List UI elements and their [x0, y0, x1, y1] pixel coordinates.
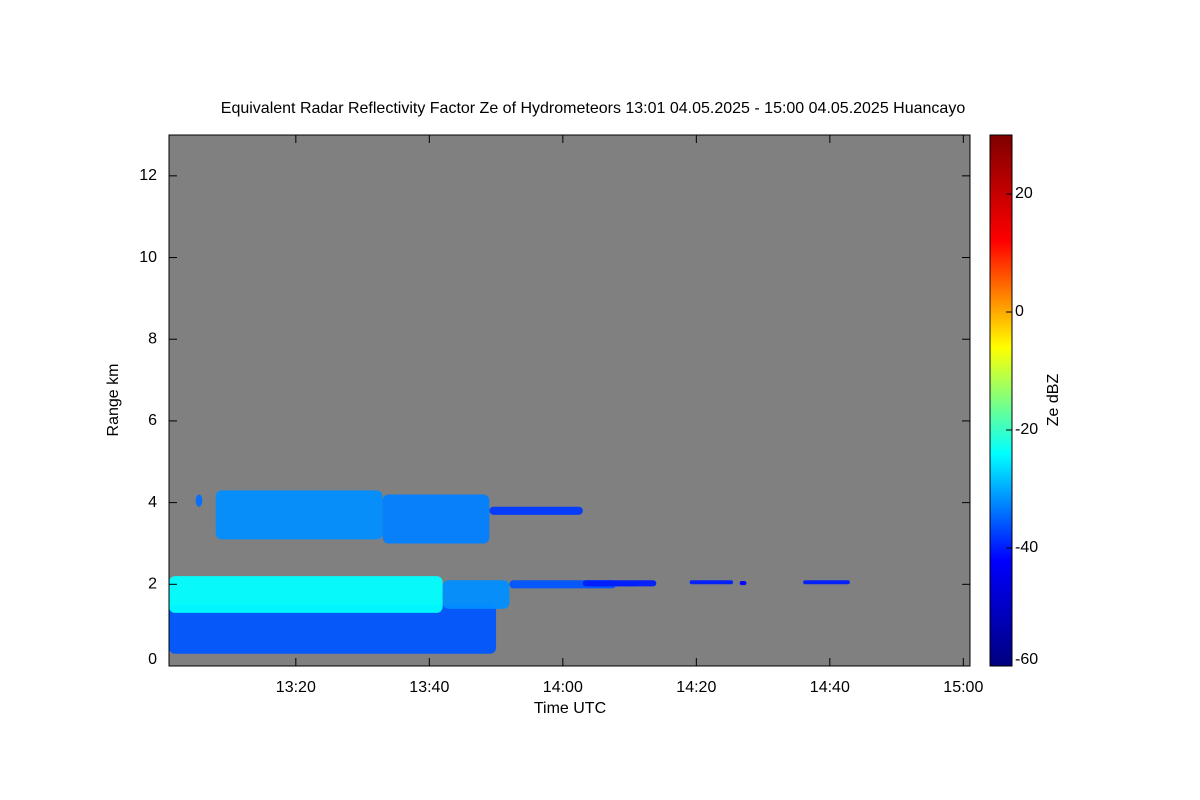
- colorbar: [989, 134, 1013, 667]
- y-tick-label: 2: [148, 576, 157, 593]
- echo: [803, 580, 850, 585]
- x-tick-label: 13:40: [409, 679, 449, 696]
- echo: [169, 576, 443, 613]
- y-tick-label: 12: [139, 167, 157, 184]
- echo: [739, 581, 747, 586]
- echo: [169, 604, 497, 654]
- plot-frame: [168, 134, 971, 667]
- x-tick-label: 13:20: [276, 679, 316, 696]
- echo: [489, 506, 583, 515]
- colorbar-tick-label: 20: [1015, 185, 1033, 202]
- colorbar-tick-label: -40: [1015, 539, 1038, 556]
- y-tick-label: 6: [148, 412, 157, 429]
- colorbar-tick-label: -20: [1015, 421, 1038, 438]
- echo: [582, 580, 657, 587]
- echo: [442, 580, 510, 609]
- x-tick-label: 15:00: [943, 679, 983, 696]
- echo: [689, 580, 734, 585]
- chart-title: Equivalent Radar Reflectivity Factor Ze …: [221, 100, 966, 117]
- x-tick-label: 14:20: [676, 679, 716, 696]
- x-tick-label: 14:40: [810, 679, 850, 696]
- colorbar-tick-label: -60: [1015, 651, 1038, 668]
- y-tick-label: 4: [148, 494, 157, 511]
- x-tick-label: 14:00: [543, 679, 583, 696]
- echo: [382, 494, 490, 544]
- y-axis-title: Range km: [105, 364, 122, 437]
- colorbar-tick-label: 0: [1015, 303, 1024, 320]
- echo: [215, 490, 383, 540]
- echo: [195, 494, 203, 507]
- y-tick-label: 8: [148, 330, 157, 347]
- y-tick-label: 10: [139, 249, 157, 266]
- colorbar-title: Ze dBZ: [1045, 374, 1062, 427]
- x-axis-title: Time UTC: [534, 700, 606, 717]
- y-tick-label: 0: [148, 651, 157, 668]
